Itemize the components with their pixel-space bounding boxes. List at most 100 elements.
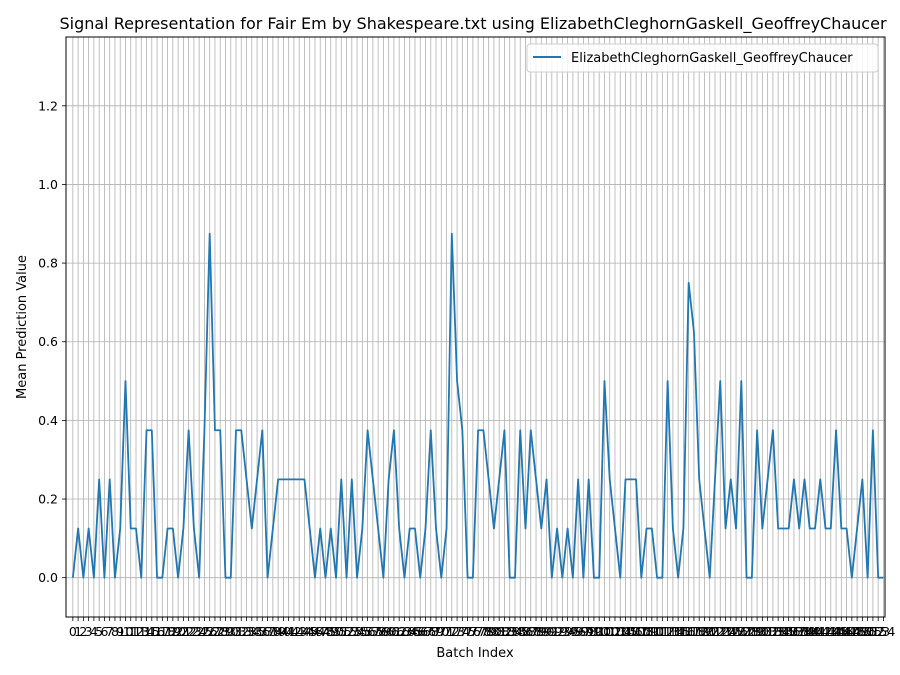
- x-tick-label: 67: [418, 624, 434, 639]
- x-tick-label: 22: [181, 624, 197, 639]
- x-tick-label: 16: [149, 624, 165, 639]
- x-tick-label: 105: [614, 624, 638, 639]
- x-tick-label: 30: [223, 624, 239, 639]
- x-tick-label: 46: [307, 624, 323, 639]
- x-tick-label: 4: [90, 624, 98, 639]
- x-tick-label: 38: [265, 624, 281, 639]
- x-tick-label: 60: [381, 624, 397, 639]
- x-tick-label: 14: [139, 624, 155, 639]
- x-tick-label: 102: [598, 624, 622, 639]
- x-tick-label: 36: [254, 624, 270, 639]
- x-tick-label: 40: [275, 624, 291, 639]
- x-tick-label: 144: [819, 624, 843, 639]
- x-tick-label: 121: [698, 624, 722, 639]
- x-tick-label: 84: [507, 624, 523, 639]
- x-tick-label: 70: [433, 624, 449, 639]
- x-tick-label: 96: [570, 624, 586, 639]
- x-tick-label: 32: [233, 624, 249, 639]
- x-tick-label: 95: [565, 624, 581, 639]
- x-tick-label: 137: [782, 624, 806, 639]
- y-axis-label: Mean Prediction Value: [15, 255, 30, 399]
- x-tick-label: 132: [756, 624, 780, 639]
- x-tick-label: 63: [396, 624, 412, 639]
- y-tick-label: 0.4: [38, 413, 58, 428]
- x-tick-label: 123: [708, 624, 732, 639]
- x-tick-label: 39: [270, 624, 286, 639]
- x-tick-label: 33: [239, 624, 255, 639]
- x-tick-label: 122: [703, 624, 727, 639]
- legend: ElizabethCleghornGaskell_GeoffreyChaucer: [526, 43, 879, 73]
- x-tick-label: 12: [128, 624, 144, 639]
- x-tick-label: 147: [835, 624, 859, 639]
- x-tick-label: 97: [575, 624, 591, 639]
- x-tick-label: 117: [677, 624, 701, 639]
- x-tick-label: 29: [218, 624, 234, 639]
- x-tick-label: 118: [682, 624, 706, 639]
- x-tick-label: 135: [771, 624, 795, 639]
- x-tick-label: 134: [766, 624, 790, 639]
- y-tick-label: 0.0: [38, 570, 58, 585]
- x-tick-label: 150: [850, 624, 874, 639]
- x-tick-label: 55: [354, 624, 370, 639]
- x-tick-label: 111: [645, 624, 669, 639]
- x-tick-label: 149: [845, 624, 869, 639]
- x-tick-label: 10: [118, 624, 134, 639]
- x-tick-label: 58: [370, 624, 386, 639]
- x-tick-label: 45: [302, 624, 318, 639]
- x-tick-label: 37: [260, 624, 276, 639]
- x-tick-label: 128: [735, 624, 759, 639]
- x-tick-label: 104: [608, 624, 632, 639]
- legend-box: [526, 43, 879, 73]
- x-tick-label: 24: [191, 624, 207, 639]
- x-tick-label: 91: [544, 624, 560, 639]
- x-tick-label: 31: [228, 624, 244, 639]
- x-tick-label: 47: [312, 624, 328, 639]
- x-tick-label: 120: [693, 624, 717, 639]
- x-tick-label: 129: [740, 624, 764, 639]
- x-tick-label: 50: [328, 624, 344, 639]
- x-tick-label: 93: [554, 624, 570, 639]
- x-tick-label: 68: [423, 624, 439, 639]
- x-tick-label: 80: [486, 624, 502, 639]
- x-tick-label: 62: [391, 624, 407, 639]
- x-tick-label: 116: [671, 624, 695, 639]
- x-tick-label: 146: [829, 624, 853, 639]
- x-tick-label: 148: [840, 624, 864, 639]
- x-tick-label: 5: [95, 624, 103, 639]
- x-tick-label: 136: [777, 624, 801, 639]
- x-tick-label: 61: [386, 624, 402, 639]
- x-tick-label: 99: [586, 624, 602, 639]
- y-tick-label: 0.8: [38, 256, 58, 271]
- x-tick-label: 92: [549, 624, 565, 639]
- x-tick-label: 86: [518, 624, 534, 639]
- x-tick-label: 109: [635, 624, 659, 639]
- x-tick-label: 8: [111, 624, 119, 639]
- x-tick-label: 131: [750, 624, 774, 639]
- series-line: [71, 232, 884, 579]
- x-tick-label: 108: [629, 624, 653, 639]
- x-tick-label: 83: [502, 624, 518, 639]
- x-tick-label: 78: [475, 624, 491, 639]
- x-tick-label: 54: [349, 624, 365, 639]
- x-tick-label: 57: [365, 624, 381, 639]
- x-tick-label: 20: [170, 624, 186, 639]
- x-tick-label: 154: [871, 624, 895, 639]
- y-tick-label: 1.2: [38, 98, 58, 113]
- x-tick-label: 115: [666, 624, 690, 639]
- x-tick-label: 66: [412, 624, 428, 639]
- x-tick-label: 69: [428, 624, 444, 639]
- x-tick-label: 125: [719, 624, 743, 639]
- x-tick-label: 90: [539, 624, 555, 639]
- x-tick-label: 119: [687, 624, 711, 639]
- series-layer: [71, 232, 884, 579]
- x-tick-label: 82: [496, 624, 512, 639]
- x-tick-label: 89: [533, 624, 549, 639]
- x-axis-label: Batch Index: [436, 646, 514, 661]
- x-tick-label: 51: [333, 624, 349, 639]
- x-tick-label: 72: [444, 624, 460, 639]
- x-tick-label: 103: [603, 624, 627, 639]
- y-tick-label: 0.2: [38, 492, 58, 507]
- x-tick-label: 1: [74, 624, 82, 639]
- x-tick-label: 126: [724, 624, 748, 639]
- x-tick-label: 3: [85, 624, 93, 639]
